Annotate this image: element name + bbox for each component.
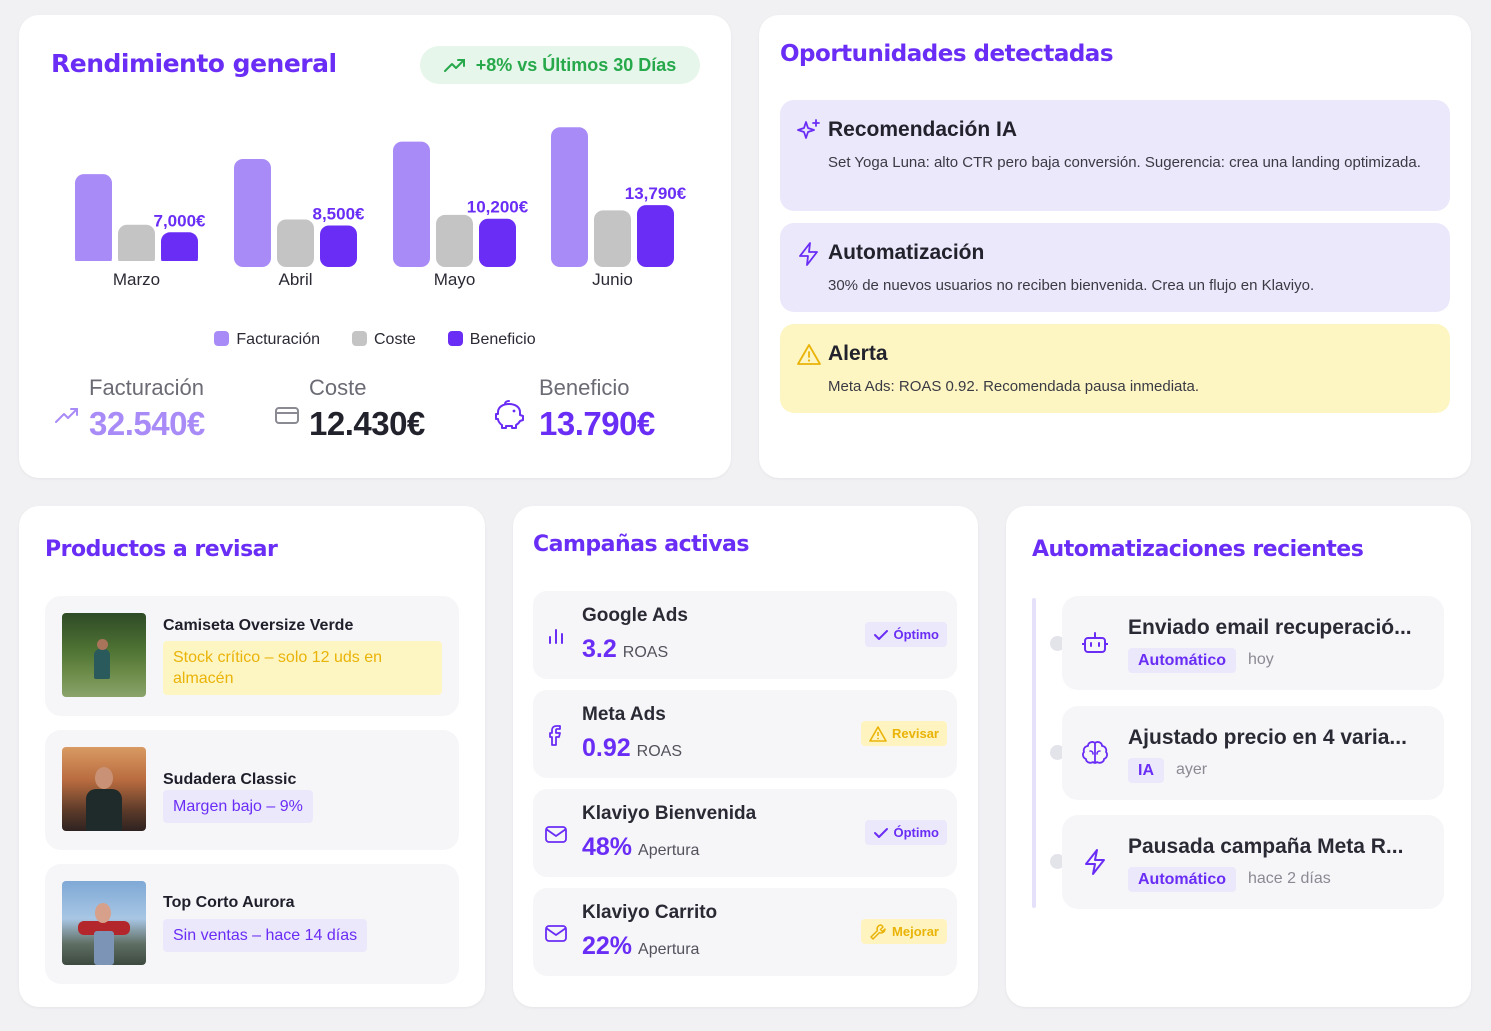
trend-pill-label: +8% vs Últimos 30 Días — [475, 54, 677, 75]
bar-facturación-marzo — [75, 174, 112, 267]
product-thumbnail — [62, 613, 146, 697]
trend-up-icon — [55, 408, 78, 423]
campaigns-card: Campañas activas Google Ads 3.2 ROAS Ópti… — [513, 506, 978, 1007]
opportunity-item[interactable]: Recomendación IA Set Yoga Luna: alto CTR… — [780, 100, 1450, 211]
bar-facturación-mayo — [393, 141, 430, 267]
bar-beneficio-junio — [637, 205, 674, 267]
opportunity-item[interactable]: Alerta Meta Ads: ROAS 0.92. Recomendada … — [780, 324, 1450, 413]
product-row[interactable]: Sudadera Classic Margen bajo – 9% — [45, 730, 459, 850]
bar-beneficio-abril — [320, 225, 357, 267]
status-badge: Óptimo — [864, 820, 947, 845]
bar-coste-marzo — [118, 224, 155, 267]
data-label: 8,500€ — [313, 204, 366, 223]
bar-chart: 7,000€ Marzo 8,500€ Abril 10,200€ Mayo 13,790€… — [19, 127, 731, 289]
x-tick-label: Mayo — [434, 270, 476, 289]
warning-icon — [869, 725, 887, 742]
product-name: Camiseta Oversize Verde — [163, 617, 354, 634]
bar-chart-icon — [549, 629, 563, 644]
status-badge: Revisar — [861, 721, 947, 746]
products-card: Productos a revisar Camiseta Oversize Ve… — [19, 506, 485, 1007]
campaign-row[interactable]: Meta Ads 0.92 ROAS Revisar — [533, 690, 957, 778]
wrench-icon — [870, 923, 886, 940]
status-badge: Óptimo — [864, 622, 947, 647]
baseline-mask — [19, 261, 731, 267]
x-tick-label: Marzo — [113, 270, 160, 289]
opportunities-title: Oportunidades detectadas — [780, 41, 1114, 67]
automations-title: Automatizaciones recientes — [1032, 537, 1364, 562]
campaign-row[interactable]: Klaviyo Bienvenida 48% Apertura Óptimo — [533, 789, 957, 877]
product-tag: Margen bajo – 9% — [163, 790, 313, 823]
automation-row[interactable]: Pausada campaña Meta R... Automático hac… — [1062, 815, 1444, 909]
trend-up-icon — [443, 59, 465, 72]
chart-legend: Facturación Coste Beneficio — [19, 331, 731, 349]
brain-icon — [1082, 741, 1108, 764]
trend-pill: +8% vs Últimos 30 Días — [420, 46, 700, 84]
bar-coste-junio — [594, 210, 631, 267]
automation-tag: Automático — [1128, 648, 1236, 673]
data-label: 7,000€ — [154, 211, 207, 230]
bot-icon — [1082, 632, 1108, 653]
mail-icon — [545, 826, 567, 843]
bar-coste-abril — [277, 219, 314, 267]
legend-item-coste: Coste — [351, 331, 416, 349]
campaign-row[interactable]: Klaviyo Carrito 22% Apertura Mejorar — [533, 888, 957, 976]
timeline-dot — [1050, 636, 1065, 651]
product-thumbnail — [62, 747, 146, 831]
product-row[interactable]: Camiseta Oversize Verde Stock crítico – … — [45, 596, 459, 716]
bar-coste-mayo — [436, 214, 473, 267]
automation-time: hoy — [1248, 651, 1274, 668]
mail-icon — [545, 925, 567, 942]
automation-tag: IA — [1128, 758, 1164, 783]
automation-time: ayer — [1176, 761, 1208, 778]
credit-card-icon — [275, 407, 299, 424]
legend-item-facturacion: Facturación — [214, 331, 320, 349]
check-icon — [873, 629, 888, 640]
check-icon — [873, 827, 888, 838]
bolt-icon — [1085, 849, 1105, 875]
automation-time: hace 2 días — [1248, 870, 1331, 887]
campaigns-title: Campañas activas — [533, 532, 750, 557]
bar-beneficio-mayo — [479, 218, 516, 267]
automation-tag: Automático — [1128, 867, 1236, 892]
data-label: 13,790€ — [625, 184, 687, 203]
product-tag: Sin ventas – hace 14 días — [163, 919, 368, 952]
facebook-icon — [549, 725, 561, 746]
automation-row[interactable]: Enviado email recuperació... Automático … — [1062, 596, 1444, 690]
timeline-dot — [1050, 745, 1065, 760]
x-tick-label: Abril — [278, 270, 312, 289]
opportunity-item[interactable]: Automatización 30% de nuevos usuarios no… — [780, 223, 1450, 312]
product-row[interactable]: Top Corto Aurora Sin ventas – hace 14 dí… — [45, 864, 459, 984]
product-name: Top Corto Aurora — [163, 894, 295, 911]
performance-title: Rendimiento general — [51, 49, 337, 78]
x-tick-label: Junio — [592, 270, 633, 289]
product-name: Sudadera Classic — [163, 771, 297, 788]
data-label: 10,200€ — [467, 198, 529, 217]
automations-card: Automatizaciones recientes Enviado email… — [1006, 506, 1471, 1007]
campaign-row[interactable]: Google Ads 3.2 ROAS Óptimo — [533, 591, 957, 679]
stat-coste: Coste 12.430€ — [275, 375, 425, 443]
warning-icon — [797, 344, 821, 365]
automation-row[interactable]: Ajustado precio en 4 varia... IA ayer — [1062, 706, 1444, 800]
bar-beneficio-marzo — [161, 232, 198, 267]
timeline-dot — [1050, 854, 1065, 869]
stat-beneficio: Beneficio 13.790€ — [495, 375, 655, 443]
product-tag: Stock crítico – solo 12 uds en almacén — [163, 641, 442, 695]
timeline-line — [1032, 598, 1036, 908]
product-thumbnail — [62, 881, 146, 965]
opportunities-card: Oportunidades detectadas Recomendación I… — [759, 15, 1471, 478]
piggy-bank-icon — [495, 400, 524, 429]
status-badge: Mejorar — [861, 919, 947, 944]
legend-item-beneficio: Beneficio — [447, 331, 536, 349]
bolt-icon — [799, 242, 818, 266]
stat-facturacion: Facturación 32.540€ — [55, 375, 205, 443]
bar-facturación-junio — [551, 127, 588, 268]
bar-facturación-abril — [234, 159, 271, 267]
products-title: Productos a revisar — [45, 537, 278, 562]
performance-card: Rendimiento general +8% vs Últimos 30 Dí… — [19, 15, 731, 478]
sparkles-icon — [797, 119, 820, 139]
